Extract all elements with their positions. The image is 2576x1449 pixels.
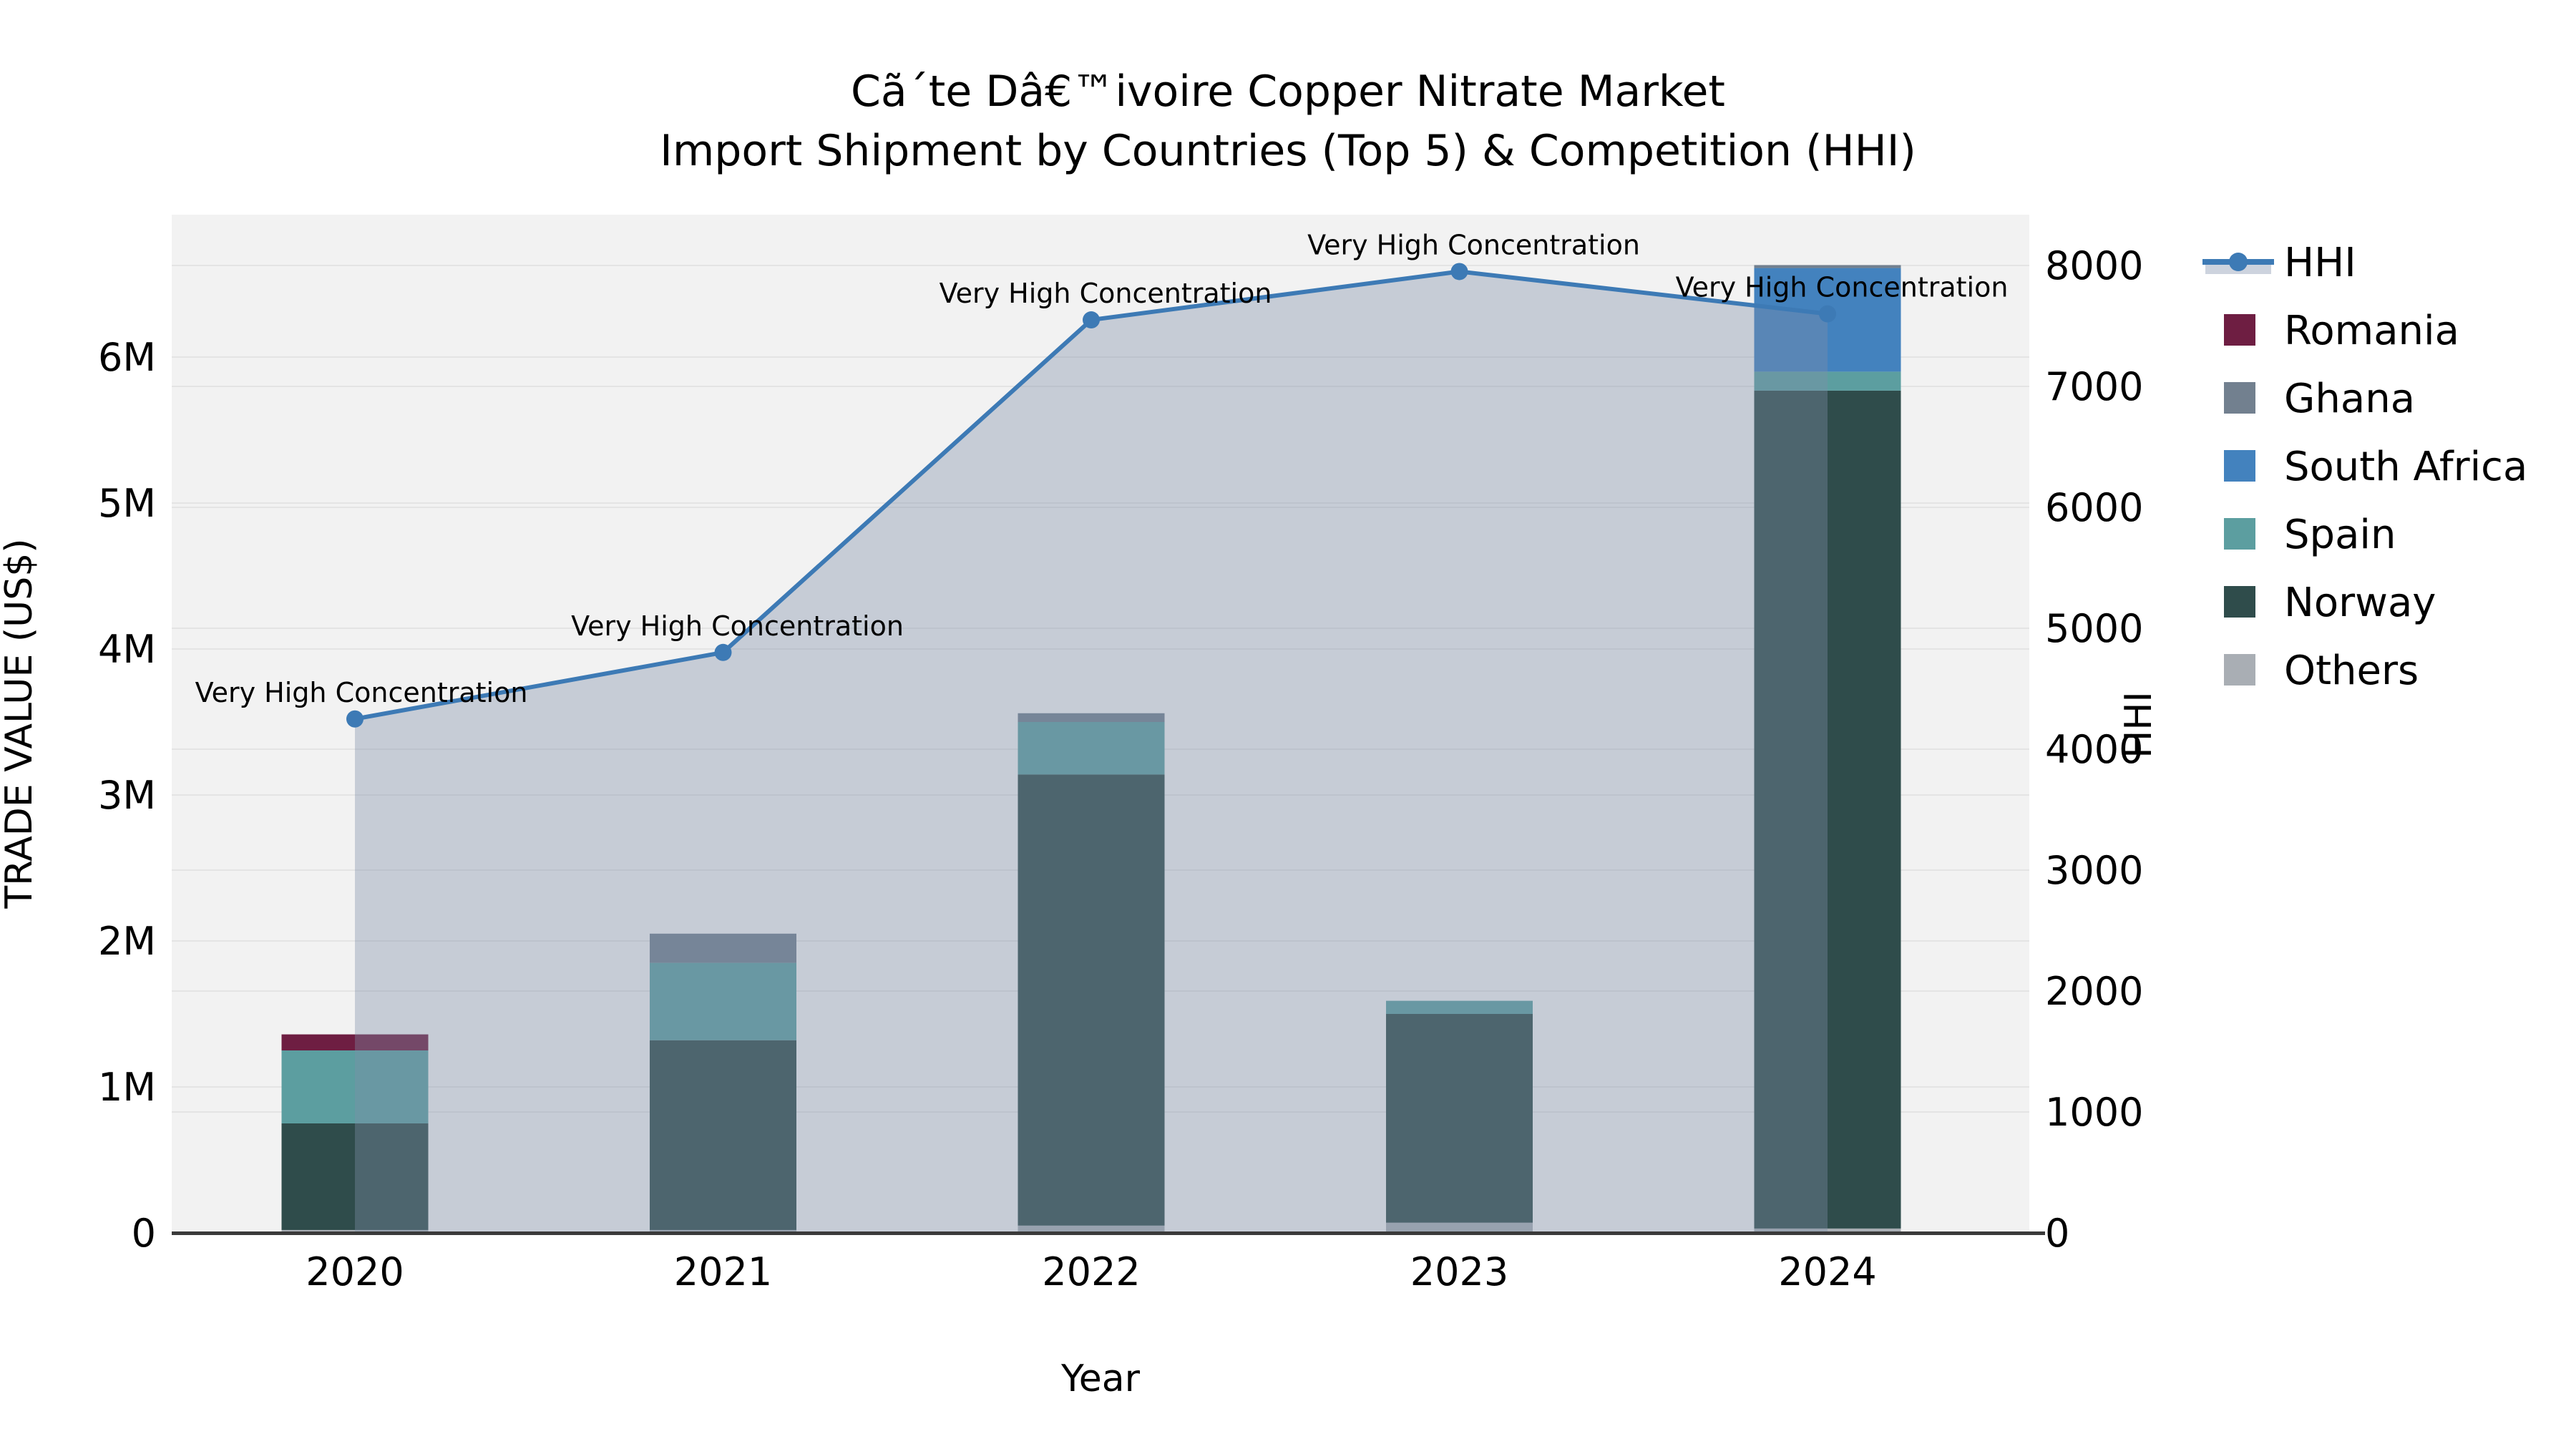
y-right-tick-4000: 4000 [2045, 727, 2143, 772]
bar-segment-spain-2021 [650, 962, 796, 1040]
hhi-marker-2021 [714, 643, 732, 661]
x-tick-2024: 2024 [1778, 1249, 1876, 1294]
bar-segment-romania-2020 [281, 1034, 429, 1050]
bar-segment-others-2021 [650, 1229, 796, 1233]
bar-segment-others-2022 [1018, 1225, 1165, 1233]
y-right-tick-8000: 8000 [2045, 243, 2143, 288]
legend-label-south-africa: South Africa [2284, 444, 2527, 490]
plot-area: Very High Concentration Very High Concent… [98, 215, 2143, 1294]
bar-segment-norway-2021 [650, 1040, 796, 1230]
hhi-marker-2020 [346, 710, 364, 728]
y-right-tick-5000: 5000 [2045, 606, 2143, 651]
legend-item-others: Others [2224, 648, 2419, 694]
y-right-tick-0: 0 [2045, 1211, 2069, 1256]
bar-segment-others-2020 [281, 1229, 429, 1233]
legend-item-ghana: Ghana [2224, 376, 2415, 422]
bar-segment-ghana-2021 [650, 933, 796, 963]
bar-segment-spain-2024 [1754, 371, 1901, 391]
legend-label-others: Others [2284, 648, 2419, 694]
bar-segment-ghana-2022 [1018, 713, 1165, 722]
y-left-tick-3M: 3M [98, 773, 156, 818]
bar-segment-others-2024 [1754, 1228, 1901, 1233]
bar-segment-norway-2024 [1754, 390, 1901, 1229]
bar-segment-spain-2020 [281, 1050, 429, 1123]
x-tick-2023: 2023 [1410, 1249, 1508, 1294]
y-axis-label-left: TRADE VALUE (US$) [0, 538, 41, 909]
y-axis-label-right: HHI [2117, 691, 2160, 758]
y-left-tick-6M: 6M [98, 335, 156, 380]
legend-swatch-romania [2224, 314, 2255, 346]
legend-swatch-spain [2224, 518, 2255, 550]
x-axis-label: Year [1060, 1357, 1141, 1400]
legend-label-romania: Romania [2284, 308, 2459, 354]
annotation-2020: Very High Concentration [195, 677, 528, 708]
annotation-2024: Very High Concentration [1676, 272, 2009, 303]
legend-label-ghana: Ghana [2284, 376, 2415, 422]
annotation-2022: Very High Concentration [940, 278, 1272, 309]
annotation-2021: Very High Concentration [571, 610, 904, 642]
bar-segment-others-2023 [1386, 1222, 1533, 1233]
y-right-tick-1000: 1000 [2045, 1090, 2143, 1135]
chart-title-line2: Import Shipment by Countries (Top 5) & C… [660, 126, 1916, 176]
legend-label-norway: Norway [2284, 580, 2436, 626]
legend-item-romania: Romania [2224, 308, 2459, 354]
legend-item-south-africa: South Africa [2224, 444, 2527, 490]
x-tick-2021: 2021 [674, 1249, 772, 1294]
x-axis-line [172, 1231, 2045, 1235]
y-left-tick-0: 0 [132, 1211, 156, 1256]
bar-segment-norway-2023 [1386, 1014, 1533, 1223]
bar-segment-spain-2022 [1018, 722, 1165, 775]
x-tick-2020: 2020 [306, 1249, 404, 1294]
bar-segment-spain-2023 [1386, 1000, 1533, 1014]
legend: HHI Romania Ghana South Africa Spain Norway Ot… [2202, 240, 2527, 694]
y-left-tick-2M: 2M [98, 919, 156, 964]
legend-swatch-norway [2224, 586, 2255, 618]
hhi-marker-2023 [1450, 263, 1468, 280]
hhi-area-fill [355, 271, 1828, 1234]
bar-segment-ghana-2024 [1754, 265, 1901, 268]
hhi-marker-2024 [1819, 305, 1836, 323]
chart-title-line1: Cã´te Dâ€™ivoire Copper Nitrate Market [851, 67, 1725, 117]
legend-swatch-others [2224, 654, 2255, 686]
legend-swatch-ghana [2224, 382, 2255, 414]
bar-segment-norway-2022 [1018, 774, 1165, 1226]
y-left-tick-1M: 1M [98, 1065, 156, 1110]
hhi-marker-2022 [1083, 311, 1100, 329]
y-right-tick-6000: 6000 [2045, 485, 2143, 530]
legend-hhi-marker [2229, 253, 2248, 271]
x-tick-2022: 2022 [1042, 1249, 1140, 1294]
legend-swatch-south-africa [2224, 450, 2255, 482]
legend-label-spain: Spain [2284, 512, 2396, 558]
bar-segment-norway-2020 [281, 1123, 429, 1230]
legend-label-hhi: HHI [2284, 240, 2356, 286]
legend-item-hhi: HHI [2202, 240, 2356, 286]
annotation-2023: Very High Concentration [1307, 229, 1640, 260]
y-right-tick-7000: 7000 [2045, 364, 2143, 409]
y-left-tick-5M: 5M [98, 481, 156, 526]
legend-item-norway: Norway [2224, 580, 2436, 626]
y-left-tick-4M: 4M [98, 627, 156, 672]
legend-item-spain: Spain [2224, 512, 2396, 558]
y-right-tick-3000: 3000 [2045, 848, 2143, 893]
y-right-tick-2000: 2000 [2045, 969, 2143, 1014]
